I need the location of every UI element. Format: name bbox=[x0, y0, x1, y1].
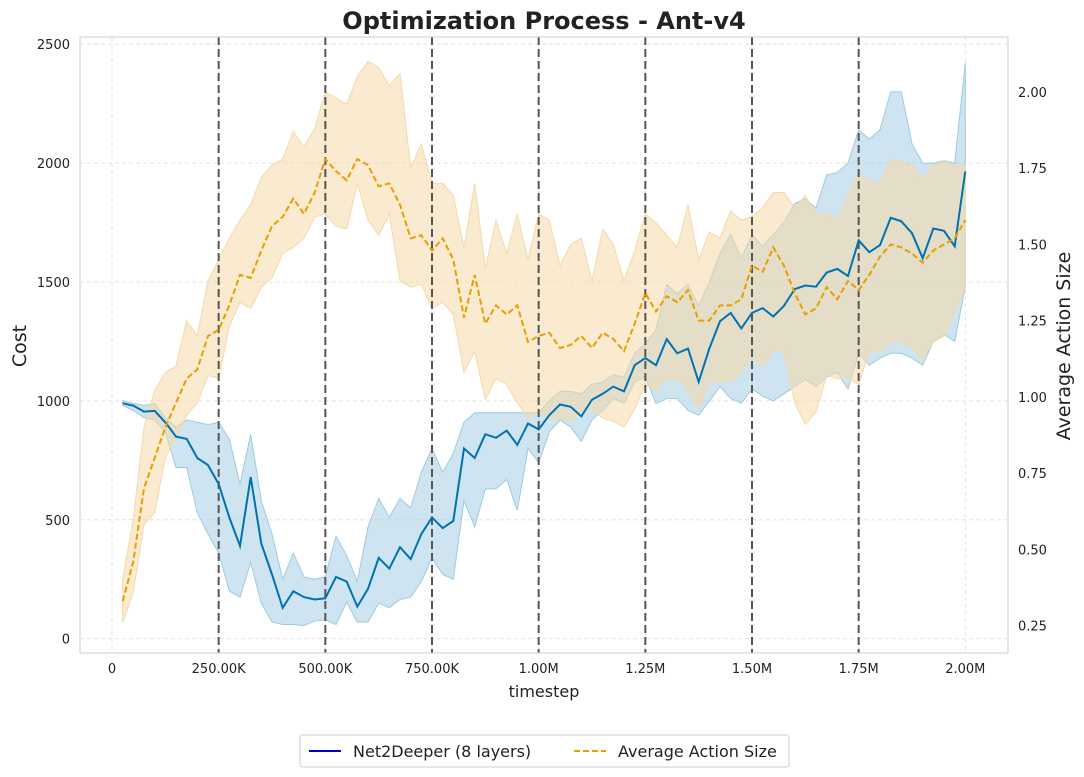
x-tick-label: 1.00M bbox=[519, 662, 559, 677]
left-y-tick-label: 2000 bbox=[37, 157, 70, 172]
left-y-tick-label: 500 bbox=[45, 514, 70, 529]
left-y-axis-label: Cost bbox=[9, 325, 31, 367]
right-y-tick-label: 2.00 bbox=[1018, 86, 1047, 101]
legend: Net2Deeper (8 layers) Average Action Siz… bbox=[299, 734, 790, 768]
x-axis-ticks: 0 250.00K 500.00K 750.00K 1.00M 1.25M 1.50M 1.7… bbox=[108, 662, 986, 677]
right-y-tick-label: 0.50 bbox=[1018, 543, 1047, 558]
x-tick-label: 2.00M bbox=[945, 662, 985, 677]
x-tick-label: 0 bbox=[108, 662, 116, 677]
x-tick-label: 250.00K bbox=[192, 662, 246, 677]
phase-boundary-lines bbox=[217, 37, 860, 653]
cost-line bbox=[122, 171, 967, 611]
action-size-line bbox=[121, 157, 967, 602]
legend-frame bbox=[299, 734, 790, 768]
plot-frame bbox=[79, 36, 1009, 654]
legend-label-action-size: Average Action Size bbox=[618, 742, 777, 761]
left-y-tick-label: 1500 bbox=[37, 276, 70, 291]
right-y-tick-label: 1.25 bbox=[1018, 315, 1047, 330]
x-axis-label: timestep bbox=[509, 682, 580, 701]
x-tick-label: 500.00K bbox=[298, 662, 352, 677]
right-y-tick-label: 0.25 bbox=[1018, 620, 1047, 635]
series-lines bbox=[121, 157, 967, 611]
right-y-tick-label: 1.75 bbox=[1018, 162, 1047, 177]
x-tick-label: 1.25M bbox=[625, 662, 665, 677]
chart-title: Optimization Process - Ant-v4 bbox=[342, 7, 745, 35]
right-y-tick-label: 1.50 bbox=[1018, 238, 1047, 253]
right-y-axis-ticks: 0.25 0.50 0.75 1.00 1.25 1.50 1.75 2.00 bbox=[1018, 86, 1047, 635]
left-y-tick-label: 1000 bbox=[37, 395, 70, 410]
x-tick-label: 750.00K bbox=[405, 662, 459, 677]
legend-label-cost: Net2Deeper (8 layers) bbox=[353, 742, 531, 761]
right-y-tick-label: 1.00 bbox=[1018, 391, 1047, 406]
x-tick-label: 1.75M bbox=[839, 662, 879, 677]
x-tick-label: 1.50M bbox=[732, 662, 772, 677]
confidence-bands bbox=[122, 60, 966, 627]
left-y-axis-ticks: 0 500 1000 1500 2000 2500 bbox=[37, 38, 70, 648]
right-y-axis-label: Average Action Size bbox=[1053, 252, 1075, 441]
action-size-confidence-band bbox=[122, 60, 966, 623]
right-y-tick-label: 0.75 bbox=[1018, 467, 1047, 482]
left-y-tick-label: 2500 bbox=[37, 38, 70, 53]
left-y-tick-label: 0 bbox=[62, 633, 70, 648]
